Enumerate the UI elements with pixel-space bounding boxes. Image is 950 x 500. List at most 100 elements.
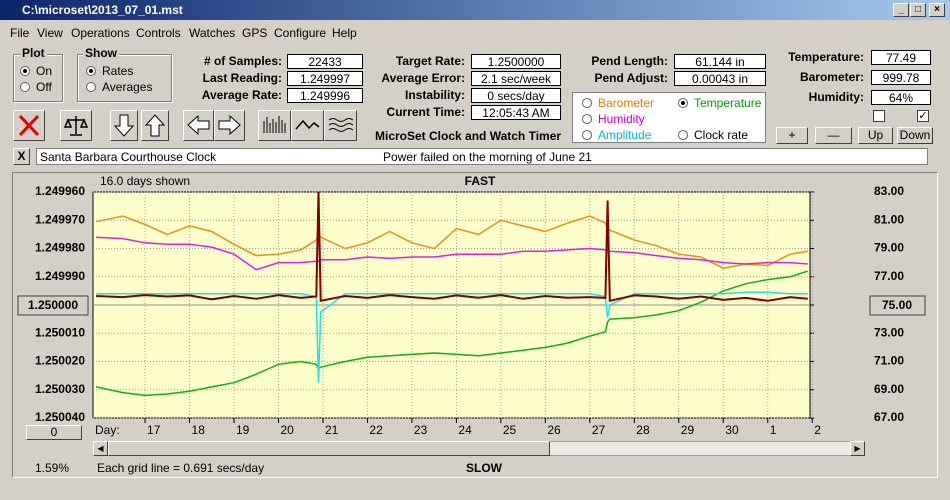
radio-label[interactable]: Rates xyxy=(102,64,134,78)
menu-item[interactable]: Operations xyxy=(71,26,130,40)
plot-group-title: Plot xyxy=(20,46,47,60)
radio-button[interactable] xyxy=(582,130,592,140)
offset-button[interactable]: 0 xyxy=(26,425,82,440)
field-value: 64% xyxy=(871,90,931,105)
down-icon xyxy=(113,114,135,137)
x-tick-label: 30 xyxy=(725,423,739,437)
wave-view-button[interactable] xyxy=(324,110,357,141)
y2-tick-label: 73.00 xyxy=(874,325,904,339)
x-tick-label: 21 xyxy=(325,423,339,437)
series-line xyxy=(96,291,808,383)
radio-label[interactable]: Averages xyxy=(102,80,153,94)
menu-item[interactable]: GPS xyxy=(242,26,268,40)
radio-label[interactable]: Barometer xyxy=(598,96,655,110)
field-value: 999.78 xyxy=(871,70,931,85)
x-tick-label: 23 xyxy=(414,423,428,437)
maximize-button[interactable]: □ xyxy=(910,3,926,17)
down-arrow-button[interactable] xyxy=(110,110,138,141)
balance-icon xyxy=(63,116,89,136)
close-window-button[interactable]: × xyxy=(929,3,945,17)
y-tick-label: 1.249990 xyxy=(35,269,85,283)
field-value: 1.2500000 xyxy=(471,54,561,69)
radio-button[interactable] xyxy=(582,114,592,124)
radio-label[interactable]: On xyxy=(36,64,53,78)
menu-item[interactable]: File xyxy=(10,26,30,40)
balance-button[interactable] xyxy=(60,110,92,141)
scroll-right[interactable]: ▶ xyxy=(850,441,865,456)
y-tick-label: 1.250020 xyxy=(35,354,85,368)
y2-tick-label: 67.00 xyxy=(874,410,904,424)
window-title: C:\microset\2013_07_01.mst xyxy=(22,3,183,17)
field-label: # of Samples: xyxy=(203,54,282,68)
y-tick-label: 1.250040 xyxy=(35,410,85,424)
scroll-left[interactable]: ◀ xyxy=(93,441,108,456)
menu-item[interactable]: Help xyxy=(332,26,357,40)
field-value: 0 secs/day xyxy=(471,88,561,103)
up-icon xyxy=(144,114,166,137)
radio-label[interactable]: Temperature xyxy=(694,96,762,110)
menu-item[interactable]: View xyxy=(37,26,63,40)
field-label: Pend Adjust: xyxy=(594,71,668,85)
field-value: 77.49 xyxy=(871,50,931,65)
minimize-button[interactable]: _ xyxy=(893,3,909,17)
radio-label[interactable]: Amplitude xyxy=(598,128,652,142)
radio-label[interactable]: Off xyxy=(36,80,52,94)
radio-label[interactable]: Humidity xyxy=(598,112,645,126)
field-label: Average Error: xyxy=(381,71,465,85)
scroll-thumb[interactable] xyxy=(108,441,550,456)
scale-button[interactable]: + xyxy=(776,127,808,144)
line-view-button[interactable] xyxy=(291,110,324,141)
field-label: Average Rate: xyxy=(201,88,282,102)
wave-icon xyxy=(328,118,354,132)
radio-button[interactable] xyxy=(20,82,30,92)
checkbox[interactable]: ✓ xyxy=(917,110,929,122)
y-tick-label: 1.250010 xyxy=(35,325,85,339)
x-tick-label: 18 xyxy=(192,423,206,437)
left-arrow-button[interactable] xyxy=(183,110,214,141)
menu-item[interactable]: Configure xyxy=(274,26,327,40)
radio-button[interactable] xyxy=(678,98,688,108)
x-tick-label: 22 xyxy=(369,423,383,437)
y2-tick-label: 69.00 xyxy=(874,382,904,396)
scale-button[interactable]: Up xyxy=(858,127,893,144)
radio-button[interactable] xyxy=(582,98,592,108)
checkbox[interactable] xyxy=(873,110,885,122)
reference-button[interactable] xyxy=(869,295,926,316)
menu-item[interactable]: Controls xyxy=(136,26,181,40)
field-value: 0.00043 in xyxy=(674,71,766,86)
app-title: MicroSet Clock and Watch Timer xyxy=(375,129,562,143)
field-value: 12:05:43 AM xyxy=(471,105,561,120)
radio-button[interactable] xyxy=(20,66,30,76)
radio-button[interactable] xyxy=(86,66,96,76)
clear-icon xyxy=(18,114,40,137)
x-tick-label: 25 xyxy=(503,423,517,437)
reference-button[interactable] xyxy=(17,295,89,316)
radio-button[interactable] xyxy=(86,82,96,92)
x-tick-label: 17 xyxy=(147,423,161,437)
field-value: 1.249996 xyxy=(287,88,363,103)
close-note-button[interactable]: X xyxy=(13,148,30,165)
chart-panel xyxy=(12,172,938,478)
y-tick-label: 1.249960 xyxy=(35,184,85,198)
field-label: Instability: xyxy=(404,88,465,102)
scale-button[interactable]: Down xyxy=(897,127,933,144)
up-arrow-button[interactable] xyxy=(141,110,169,141)
field-value: 1.249997 xyxy=(287,71,363,86)
radio-button[interactable] xyxy=(678,130,688,140)
bars-view-button[interactable] xyxy=(258,110,291,141)
field-label: Temperature: xyxy=(788,50,864,64)
x-tick-label: 19 xyxy=(236,423,250,437)
right-arrow-button[interactable] xyxy=(214,110,245,141)
y-tick-label: 1.249970 xyxy=(35,212,85,226)
menu-item[interactable]: Watches xyxy=(189,26,236,40)
chart-bottom-label: SLOW xyxy=(466,461,503,475)
scale-button[interactable]: — xyxy=(815,127,852,144)
y2-tick-label: 71.00 xyxy=(874,354,904,368)
radio-label[interactable]: Clock rate xyxy=(694,128,749,142)
y-tick-label[interactable]: 1.250000 xyxy=(28,298,78,312)
y2-tick-label[interactable]: 75.00 xyxy=(882,298,912,312)
clear-button[interactable] xyxy=(13,110,45,141)
series-line xyxy=(96,191,808,303)
show-group xyxy=(77,54,172,102)
